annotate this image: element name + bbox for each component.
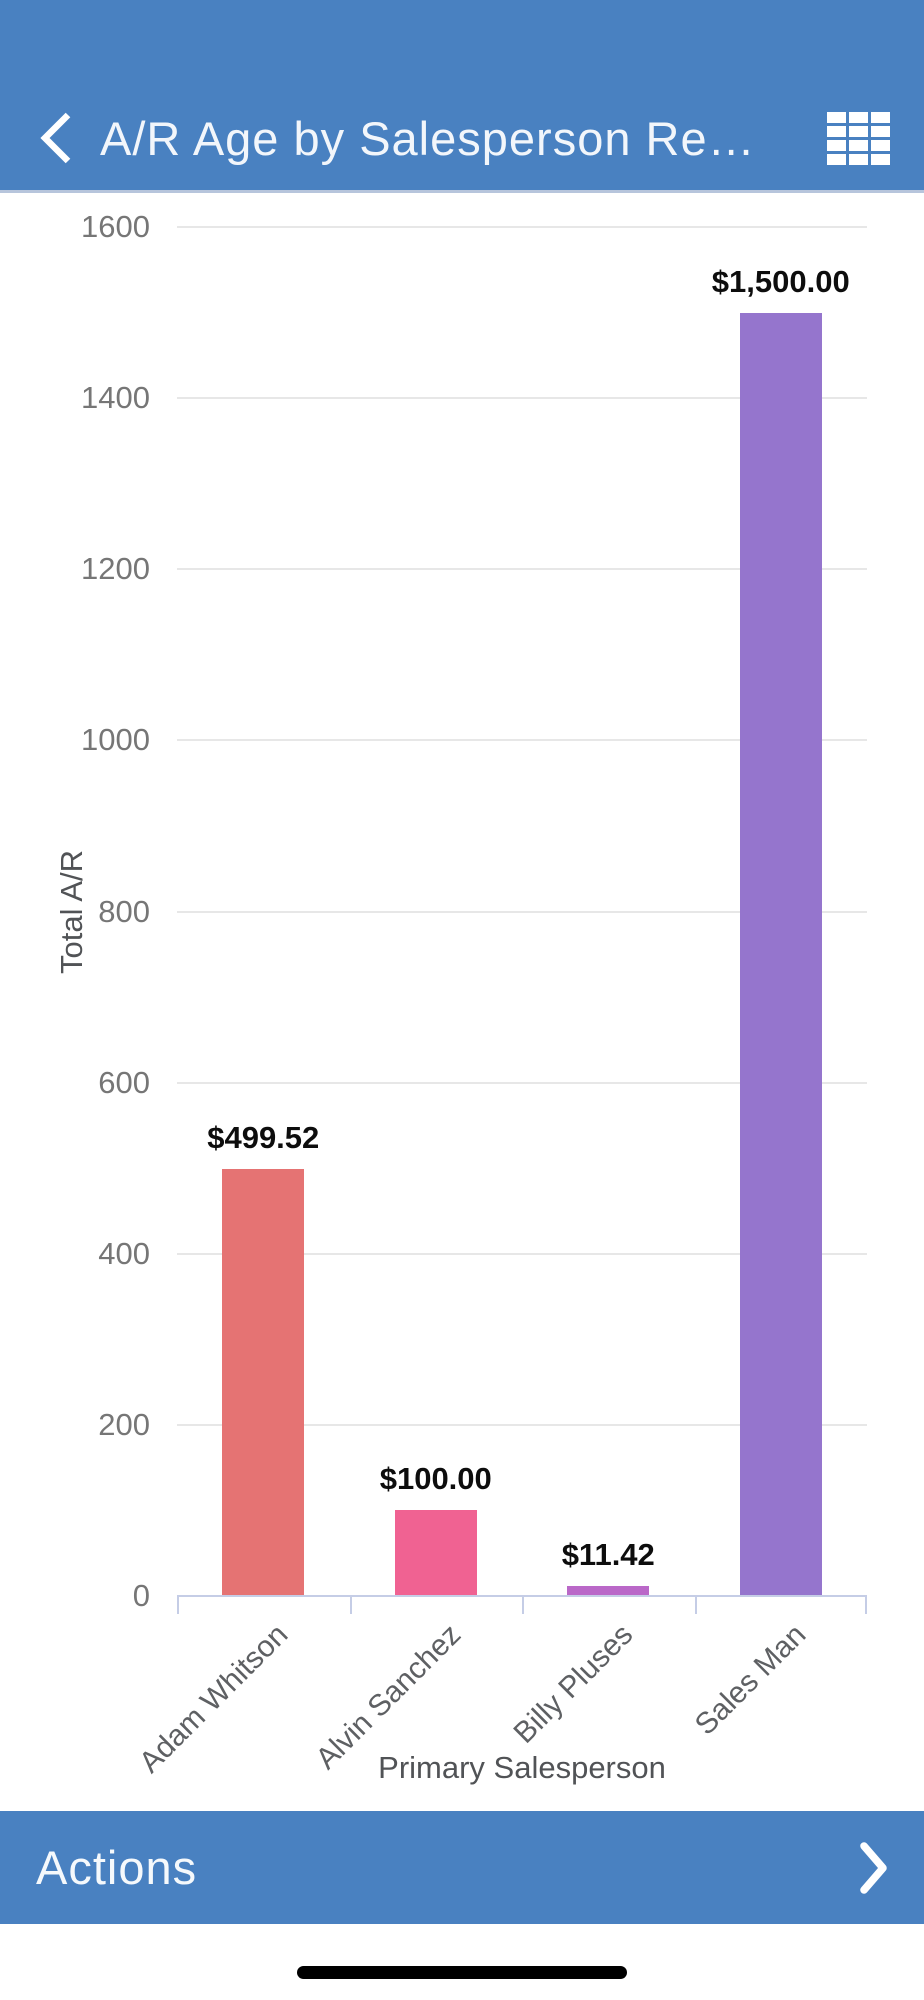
x-axis-tick-1 [350,1596,352,1614]
y-tick-label-1000: 1000 [81,722,150,758]
y-tick-label-0: 0 [132,1578,150,1613]
y-tick-label-600: 600 [98,1064,150,1100]
bar-alvin-sanchez[interactable] [394,1510,477,1596]
y-tick-label-400: 400 [98,1235,150,1271]
home-indicator[interactable] [297,1966,627,1979]
y-tick-label-800: 800 [98,893,150,929]
bar-sales-man[interactable] [739,312,822,1596]
table-grid-icon [827,111,890,165]
x-tick-label-billy-pluses: Billy Pluses [507,1618,640,1750]
x-axis-tick-2 [522,1596,524,1614]
y-tick-label-1400: 1400 [81,380,150,416]
bar-chart: Total A/R $499.52 $100.00 $11.42 $1,500.00 … [0,193,924,1811]
value-label-adam-whitson: $499.52 [207,1119,320,1155]
actions-bar[interactable]: Actions [0,1811,924,1924]
page-title: A/R Age by Salesperson Re… [100,111,756,165]
gridline-1400 [177,397,867,400]
x-axis-tick-4 [865,1596,867,1614]
gridline-1200 [177,568,867,571]
gridline-400 [177,1252,867,1255]
x-tick-label-adam-whitson: Adam Whitson [133,1618,295,1780]
gridline-1600 [177,226,867,228]
gridline-800 [177,910,867,913]
chevron-left-icon [40,112,71,164]
bar-billy-pluses[interactable] [567,1586,650,1596]
x-axis-tick-3 [695,1596,697,1614]
nav-bar-row: A/R Age by Salesperson Re… [36,102,890,174]
value-label-billy-pluses: $11.42 [561,1537,655,1573]
x-tick-label-sales-man: Sales Man [688,1618,813,1742]
gridline-1000 [177,739,867,742]
gridline-600 [177,1081,867,1084]
y-tick-label-1600: 1600 [81,209,150,244]
x-axis-tick-0 [177,1596,179,1614]
y-tick-label-200: 200 [98,1406,150,1442]
y-tick-label-1200: 1200 [81,551,150,587]
bar-adam-whitson[interactable] [222,1168,305,1596]
actions-label: Actions [36,1841,198,1894]
chevron-right-icon [860,1841,887,1894]
grid-view-button[interactable] [827,111,890,165]
nav-bar: A/R Age by Salesperson Re… [0,0,924,193]
gridline-200 [177,1423,867,1426]
value-label-alvin-sanchez: $100.00 [379,1461,492,1497]
back-button[interactable] [36,109,76,167]
x-axis-title: Primary Salesperson [378,1750,666,1785]
plot-area: $499.52 $100.00 $11.42 $1,500.00 [177,226,867,1614]
value-label-sales-man: $1,500.00 [711,263,850,299]
